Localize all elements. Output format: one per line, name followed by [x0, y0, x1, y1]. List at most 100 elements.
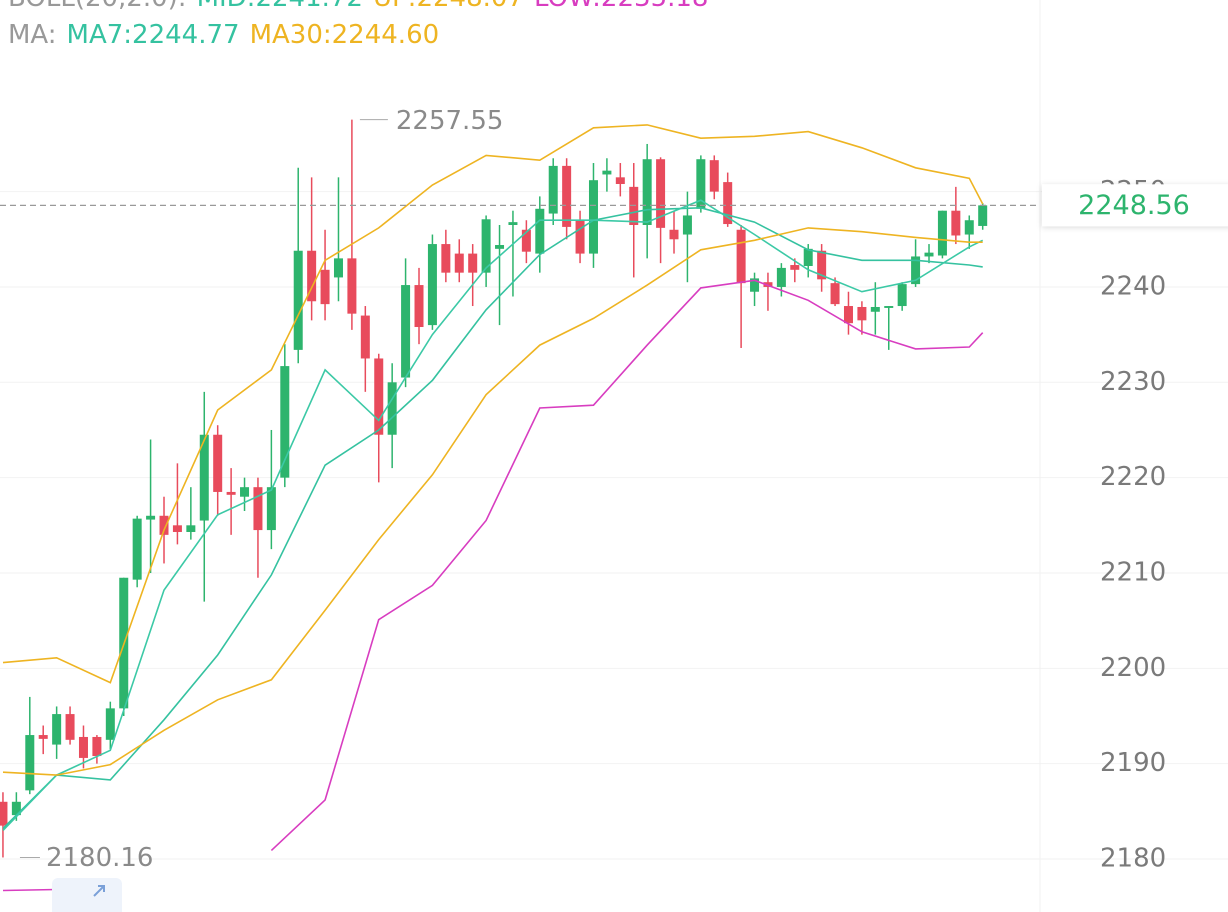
candle-body — [790, 265, 800, 270]
candle-body — [387, 382, 397, 435]
candle-body — [642, 159, 652, 225]
candle-body — [159, 515, 169, 535]
indicator-value: MA7:2244.77 — [67, 20, 240, 50]
candle-body — [548, 165, 558, 214]
candle-body — [521, 229, 531, 252]
candle-body — [427, 244, 437, 326]
indicator-row: BOLL(20,2.0): MID:2241.72 UP:2248.07 LOW:22… — [8, 0, 708, 13]
candle-body — [65, 714, 75, 740]
candle-body — [374, 358, 384, 435]
y-tick-label: 2230 — [1100, 367, 1166, 397]
indicator-label: BOLL(20,2.0): — [8, 0, 187, 13]
candle-body — [924, 252, 934, 257]
candle-body — [293, 250, 303, 350]
candle-body — [199, 434, 209, 521]
candle-body — [401, 285, 411, 378]
candle-body — [588, 180, 598, 254]
candle-body — [736, 229, 746, 284]
candle-body — [682, 215, 692, 235]
candle-body — [857, 306, 867, 321]
candle-body — [468, 253, 478, 273]
tool-icon[interactable] — [52, 878, 122, 912]
y-tick-label: 2210 — [1100, 557, 1166, 587]
candle-body — [495, 245, 505, 249]
indicator-line — [2, 206, 983, 830]
indicator-value: MA30:2244.60 — [250, 20, 440, 50]
candle-body — [0, 801, 8, 826]
candle-body — [105, 708, 115, 740]
header: BOLL(20,2.0): MID:2241.72 UP:2248.07 LOW:22… — [8, 0, 708, 50]
indicator-row: MA: MA7:2244.77 MA30:2244.60 — [8, 20, 439, 50]
last-price-box — [1042, 184, 1228, 227]
candle-body — [964, 220, 974, 235]
y-tick-label: 2190 — [1100, 748, 1166, 778]
candle-body — [172, 525, 182, 532]
candle-body — [575, 220, 585, 254]
indicator-value: MID:2241.72 — [197, 0, 363, 13]
candle-body — [11, 801, 21, 816]
candle-body — [562, 165, 572, 227]
candle-body — [776, 267, 786, 287]
candle-body — [146, 515, 156, 520]
candle-body — [535, 208, 545, 254]
indicator-line — [2, 279, 984, 892]
candle-body — [454, 253, 464, 273]
candle-body — [669, 229, 679, 240]
candle-body — [615, 177, 625, 185]
candle-body — [213, 434, 223, 492]
candle-body — [240, 487, 250, 497]
candle-body — [320, 269, 330, 305]
candle-body — [508, 222, 518, 225]
indicator-lines — [2, 124, 984, 892]
candle-body — [280, 366, 290, 478]
indicator-value: LOW:2235.18 — [534, 0, 708, 13]
candle-body — [347, 258, 357, 314]
candle-body — [226, 491, 236, 495]
candle-body — [253, 487, 263, 531]
candle-body — [25, 735, 35, 791]
candle-body — [307, 250, 317, 302]
candle-body — [843, 306, 853, 324]
candle-body — [333, 258, 343, 278]
candle-body — [656, 159, 666, 228]
candle-body — [803, 248, 813, 266]
overlay: 2257.55 2180.16 2248.56 — [0, 106, 1228, 873]
candle-body — [92, 736, 102, 757]
candle-body — [723, 182, 733, 225]
candle-body — [481, 219, 491, 273]
candle-body — [266, 487, 276, 531]
candle-body — [52, 714, 62, 745]
y-axis: 21802190220022102220223022402250 — [1100, 176, 1166, 873]
y-tick-label: 2200 — [1100, 653, 1166, 683]
candle-body — [360, 315, 370, 359]
indicator-line — [2, 227, 983, 776]
indicator-line — [2, 199, 984, 831]
candle-body — [186, 525, 196, 532]
candle-body — [951, 210, 961, 236]
low-annotation: 2180.16 — [46, 843, 154, 873]
candle-body — [709, 160, 719, 192]
candle-body — [602, 170, 612, 175]
indicator-value: UP:2248.07 — [373, 0, 524, 13]
candle-body — [911, 256, 921, 285]
indicator-label: MA: — [8, 20, 57, 50]
candle-body — [750, 278, 760, 292]
candle-body — [414, 285, 424, 328]
candle-body — [830, 283, 840, 305]
candle-body — [132, 518, 142, 580]
last-price-label: 2248.56 — [1078, 190, 1190, 221]
candle-body — [696, 159, 706, 209]
y-tick-label: 2240 — [1100, 271, 1166, 301]
candles — [0, 119, 988, 858]
candle-body — [884, 306, 894, 308]
candle-body — [78, 736, 88, 758]
candle-body — [38, 735, 48, 739]
y-tick-label: 2220 — [1100, 462, 1166, 492]
indicator-line — [2, 124, 984, 684]
candle-body — [870, 306, 880, 312]
candle-body — [897, 284, 907, 307]
candle-body — [937, 210, 947, 256]
candle-body — [817, 250, 827, 280]
